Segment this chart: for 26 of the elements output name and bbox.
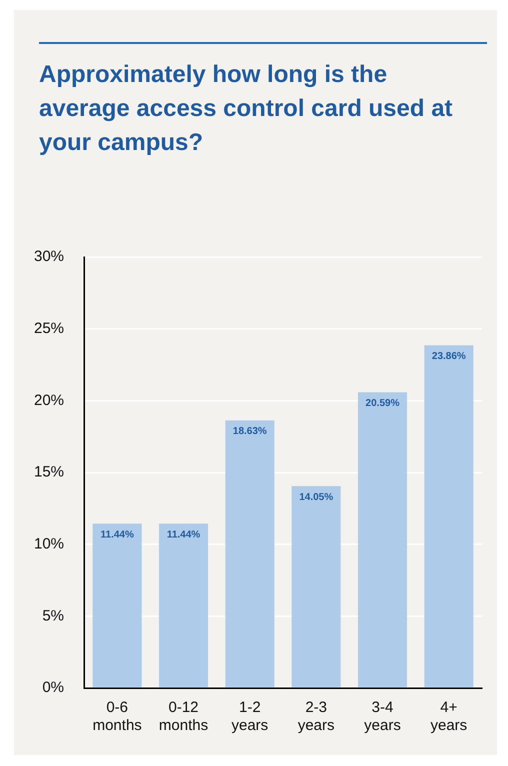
bar [424, 345, 474, 688]
bar [358, 392, 408, 688]
data-label: 20.59% [366, 398, 400, 409]
bar [158, 524, 208, 688]
y-tick-label: 5% [42, 607, 64, 624]
x-tick-label: 0-6 months [92, 699, 142, 734]
data-label: 14.05% [299, 492, 334, 503]
y-tick-label: 10% [34, 535, 64, 552]
y-tick-label: 30% [34, 248, 64, 266]
data-label: 11.44% [100, 529, 134, 540]
y-tick-label: 20% [34, 392, 64, 409]
y-tick-label: 25% [34, 320, 64, 337]
x-tick-label: 2-3 years [298, 699, 335, 734]
x-tick-label: 1-2 years [232, 699, 268, 734]
bar [92, 524, 142, 688]
bar [225, 420, 274, 688]
bar [292, 486, 341, 688]
data-label: 18.63% [232, 426, 267, 438]
y-tick-label: 15% [34, 464, 64, 481]
x-tick-label: 3-4 years [364, 699, 401, 734]
x-tick-label: 4+ years [430, 699, 468, 734]
y-tick-label: 0% [42, 679, 64, 696]
x-tick-label: 0-12 months [158, 699, 208, 734]
data-label: 11.44% [166, 529, 200, 540]
chart-title: Approximately how long is the average access control card used at your campus? [39, 60, 454, 158]
data-label: 23.86% [432, 350, 466, 362]
